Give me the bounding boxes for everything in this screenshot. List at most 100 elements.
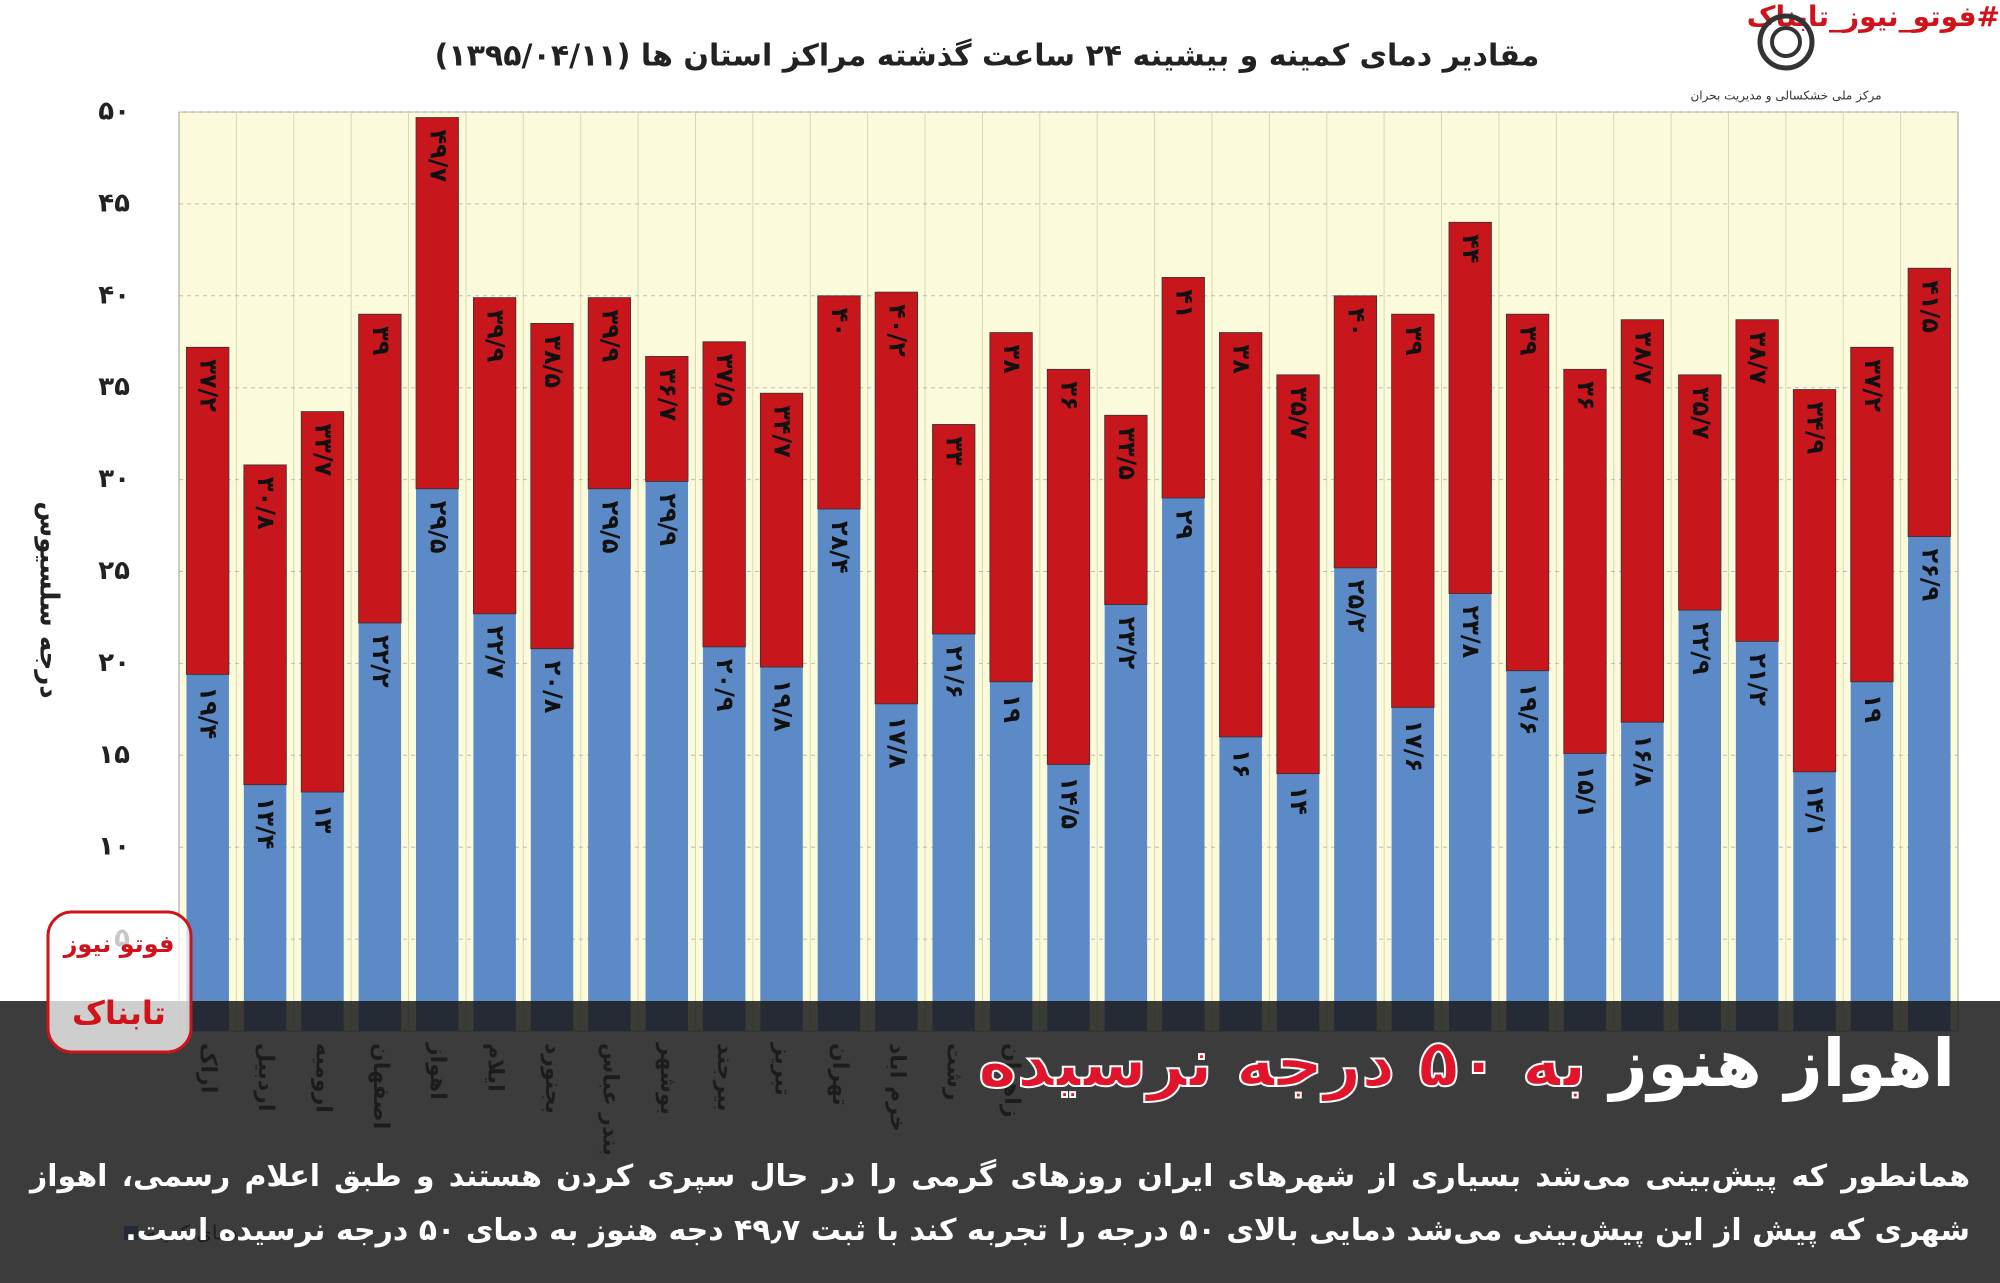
value-label: ۳۸ — [998, 345, 1026, 375]
value-label: ۱۹ — [1859, 694, 1887, 724]
value-label: ۳۶/۷ — [654, 368, 682, 421]
value-label: ۳۵/۷ — [1687, 387, 1715, 440]
watermark-text: تابناک — [72, 994, 166, 1032]
value-label: ۲۲/۷ — [482, 626, 510, 679]
value-label: ۳۹ — [1515, 326, 1543, 356]
value-label: ۱۳/۴ — [252, 797, 280, 850]
bar-max — [1391, 313, 1435, 708]
bar-min — [1047, 764, 1090, 1031]
bar-min — [1563, 753, 1607, 1031]
bar-min — [1334, 567, 1377, 1031]
bar-max — [1907, 267, 1951, 537]
value-label: ۲۹ — [1170, 510, 1198, 540]
bar-max — [759, 392, 804, 668]
value-label: ۱۷/۶ — [1400, 720, 1428, 773]
bar-max — [300, 411, 345, 793]
value-label: ۳۳ — [941, 436, 969, 466]
bar-max — [1678, 374, 1722, 611]
chart-title: مقادیر دمای کمینه و بیشینه ۲۴ ساعت گذشته… — [435, 38, 1540, 74]
bar-max — [587, 297, 632, 490]
y-axis-label: درجه سلسیوس — [34, 501, 64, 698]
value-label: ۳۹ — [1400, 326, 1428, 356]
value-label: ۳۷/۲ — [1859, 359, 1887, 412]
bar-max — [874, 291, 918, 705]
value-label: ۱۶ — [1228, 749, 1256, 778]
bar-max — [645, 356, 689, 482]
value-label: ۱۹/۶ — [1515, 683, 1543, 736]
value-label: ۲۵/۲ — [1342, 580, 1370, 633]
value-label: ۳۳/۵ — [1113, 427, 1141, 480]
value-label: ۲۹/۹ — [654, 493, 682, 546]
value-label: ۱۴ — [1285, 786, 1313, 815]
bar-max — [415, 117, 459, 490]
value-label: ۱۹/۸ — [769, 679, 797, 732]
value-label: ۱۹/۴ — [195, 686, 223, 739]
value-label: ۳۶ — [1572, 381, 1600, 410]
bar-max — [358, 313, 402, 624]
value-label: ۲۸/۴ — [826, 521, 854, 574]
watermark-box — [46, 910, 193, 1054]
bar-min — [301, 792, 344, 1031]
value-label: ۱۴/۵ — [1056, 776, 1084, 829]
value-label: ۴۰/۲ — [883, 304, 911, 357]
bar-max — [1333, 295, 1378, 569]
bar-max — [1448, 221, 1492, 594]
bar-min — [358, 622, 402, 1031]
value-label: ۱۹ — [998, 694, 1026, 724]
value-label: ۳۹/۹ — [596, 310, 624, 363]
value-label: ۳۹ — [367, 326, 395, 356]
y-tick-label: ۴۵ — [98, 188, 130, 218]
bar-min — [1219, 736, 1262, 1031]
value-label: ۲۳/۲ — [1113, 617, 1141, 670]
value-label: ۲۰/۹ — [711, 659, 739, 712]
bar-max — [1161, 277, 1205, 499]
bar-max — [472, 297, 517, 615]
bar-max — [1046, 368, 1091, 765]
value-label: ۳۴/۹ — [1802, 402, 1830, 455]
bar-min — [588, 488, 631, 1031]
y-tick-label: ۱۵ — [98, 740, 130, 770]
bar-min — [760, 667, 803, 1031]
bar-max — [1620, 319, 1665, 723]
value-label: ۱۳ — [309, 804, 337, 834]
value-label: ۳۴/۷ — [769, 405, 797, 458]
bar-max — [1850, 346, 1894, 683]
value-label: ۳۸/۵ — [539, 335, 567, 388]
value-label: ۳۵/۷ — [1285, 387, 1313, 440]
value-label: ۱۵/۱ — [1572, 765, 1600, 818]
bar-max — [1563, 368, 1607, 754]
value-label: ۴۱/۵ — [1916, 280, 1944, 333]
bar-min — [530, 648, 574, 1031]
bar-max — [1219, 332, 1263, 738]
bar-min — [1448, 593, 1492, 1031]
y-tick-label: ۳۰ — [98, 464, 130, 494]
bar-min — [932, 633, 975, 1031]
headline-part: اهواز هنوز — [1609, 1025, 1955, 1102]
bar-max — [1505, 313, 1550, 672]
bar-max — [1276, 374, 1320, 775]
bar-min — [1908, 536, 1951, 1031]
bar-min — [1391, 707, 1435, 1031]
bar-min — [1621, 722, 1664, 1031]
value-label: ۳۷/۲ — [195, 359, 223, 412]
value-label: ۴۰ — [1342, 308, 1370, 337]
value-label: ۲۹/۵ — [596, 501, 624, 554]
bar-min — [1162, 497, 1205, 1032]
value-label: ۴۹/۷ — [424, 130, 452, 183]
bar-min — [817, 509, 861, 1031]
value-label: ۱۴/۱ — [1802, 784, 1830, 837]
bar-min — [989, 681, 1033, 1031]
value-label: ۳۰/۸ — [252, 477, 280, 530]
headline-highlight: به ۵۰ درجه نرسیده — [977, 1024, 1588, 1103]
caption: همانطور که پیش‌بینی می‌شد بسیاری از شهره… — [30, 1159, 1970, 1248]
y-tick-label: ۲۰ — [98, 648, 130, 678]
bar-max — [1735, 319, 1779, 642]
bar-max — [1792, 389, 1837, 773]
bar-max — [243, 464, 287, 786]
bar-max — [1104, 414, 1148, 605]
bar-min — [243, 784, 287, 1031]
value-label: ۳۸/۷ — [1744, 332, 1772, 385]
value-label: ۲۲/۹ — [1687, 622, 1715, 675]
bar-max — [530, 322, 574, 650]
value-label: ۳۷/۵ — [711, 354, 739, 407]
